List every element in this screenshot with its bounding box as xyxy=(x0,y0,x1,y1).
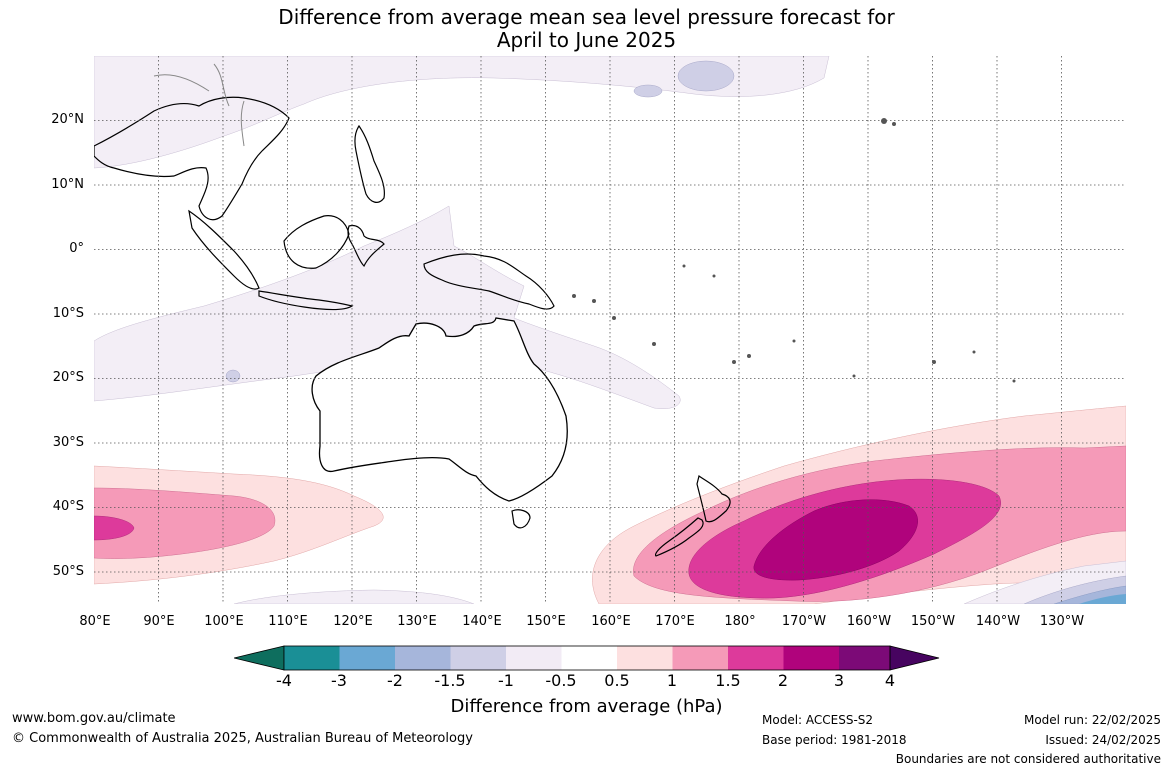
lon-label-110e: 110°E xyxy=(268,614,308,629)
lat-label-0: 0° xyxy=(69,241,84,256)
bom-url: www.bom.gov.au/climate xyxy=(12,711,176,726)
copyright-text: © Commonwealth of Australia 2025, Austra… xyxy=(12,731,473,746)
issued-date: Issued: 24/02/2025 xyxy=(1045,733,1161,747)
legend-swatch-neg3-neg2 xyxy=(339,646,395,670)
legend-swatch-neg4-neg3 xyxy=(284,646,340,670)
boundaries-disclaimer: Boundaries are not considered authoritat… xyxy=(895,752,1161,766)
lon-label-100e: 100°E xyxy=(204,614,244,629)
legend-swatch-below-4 xyxy=(234,645,285,671)
new-guinea-coastline xyxy=(423,253,555,310)
legend-tick: 3 xyxy=(833,671,845,690)
country-borders xyxy=(153,63,245,147)
model-name: Model: ACCESS-S2 xyxy=(762,713,874,727)
legend-swatch-1-15 xyxy=(672,646,728,670)
anomaly-minus05-south-band xyxy=(233,589,475,604)
borneo-coastline xyxy=(283,215,350,269)
sumatra-coastline xyxy=(188,209,260,290)
anomaly-15-southwest xyxy=(94,515,135,541)
australia-coastline xyxy=(311,317,568,502)
java-coastline xyxy=(258,290,354,311)
title-line-2: April to June 2025 xyxy=(496,28,677,52)
lon-label-90e: 90°E xyxy=(143,614,175,629)
lon-label-130e: 130°E xyxy=(397,614,437,629)
lon-label-180: 180° xyxy=(724,614,756,629)
graticule xyxy=(94,56,1126,604)
tasmania-coastline xyxy=(511,509,531,529)
legend-swatch-neg2-neg15 xyxy=(395,646,451,670)
map-svg xyxy=(94,56,1126,604)
legend-swatch-above-4 xyxy=(889,645,940,671)
lon-label-140w: 140°W xyxy=(975,614,1021,629)
legend-swatch-2-3 xyxy=(783,646,839,670)
lon-label-170e: 170°E xyxy=(655,614,695,629)
legend-tick: -4 xyxy=(276,671,292,690)
legend-tick: -0.5 xyxy=(545,671,577,690)
forecast-map xyxy=(94,56,1126,604)
legend-swatch-neg1-neg05 xyxy=(506,646,562,670)
new-zealand-south-island xyxy=(654,517,704,557)
lon-label-80e: 80°E xyxy=(79,614,111,629)
lat-label-10n: 10°N xyxy=(51,177,84,192)
lat-label-40s: 40°S xyxy=(52,499,84,514)
lon-label-160w: 160°W xyxy=(846,614,892,629)
legend-tick: 1.5 xyxy=(715,671,741,690)
lon-label-160e: 160°E xyxy=(591,614,631,629)
lon-label-130w: 130°W xyxy=(1039,614,1085,629)
anomaly-minus1-spot xyxy=(633,84,663,98)
lat-label-20n: 20°N xyxy=(51,112,84,127)
southeast-asia-mainland xyxy=(94,96,290,221)
legend-tick: -3 xyxy=(331,671,347,690)
legend-swatch-neg05-05 xyxy=(561,646,617,670)
lon-label-120e: 120°E xyxy=(333,614,373,629)
lon-label-150w: 150°W xyxy=(910,614,956,629)
legend-colorbar xyxy=(234,645,940,671)
philippines-coastline xyxy=(354,124,385,203)
lon-label-150e: 150°E xyxy=(526,614,566,629)
lon-label-140e: 140°E xyxy=(462,614,502,629)
anomaly-2-southeast xyxy=(753,499,918,581)
anomaly-minus2-southeast-corner xyxy=(1079,594,1126,604)
legend-swatch-05-1 xyxy=(617,646,673,670)
legend-tick: -1 xyxy=(498,671,514,690)
legend-label: Difference from average (hPa) xyxy=(450,696,723,717)
legend-tick: -2 xyxy=(387,671,403,690)
legend-swatch-3-4 xyxy=(839,646,890,670)
model-run-date: Model run: 22/02/2025 xyxy=(1023,713,1161,727)
lat-label-20s: 20°S xyxy=(52,370,84,385)
legend-tick: 2 xyxy=(777,671,789,690)
legend-tick: 1 xyxy=(666,671,678,690)
legend-tick: -1.5 xyxy=(434,671,466,690)
anomaly-minus05-north xyxy=(94,56,830,169)
title-line-1: Difference from average mean sea level p… xyxy=(278,5,895,29)
lat-label-30s: 30°S xyxy=(52,435,84,450)
anomaly-1-southwest xyxy=(94,487,276,559)
chart-title: Difference from average mean sea level p… xyxy=(0,6,1173,52)
base-period: Base period: 1981-2018 xyxy=(762,733,907,747)
pacific-islands xyxy=(572,118,1016,383)
lon-label-170w: 170°W xyxy=(781,614,827,629)
legend-swatch-neg15-neg1 xyxy=(450,646,506,670)
anomaly-minus1-spot xyxy=(677,60,735,92)
legend-tick: 0.5 xyxy=(604,671,630,690)
anomaly-minus1-spot xyxy=(225,369,241,383)
lat-label-10s: 10°S xyxy=(52,306,84,321)
sulawesi-coastline xyxy=(347,224,385,268)
legend-tick: 4 xyxy=(884,671,896,690)
legend-swatch-15-2 xyxy=(728,646,784,670)
lat-label-50s: 50°S xyxy=(52,564,84,579)
